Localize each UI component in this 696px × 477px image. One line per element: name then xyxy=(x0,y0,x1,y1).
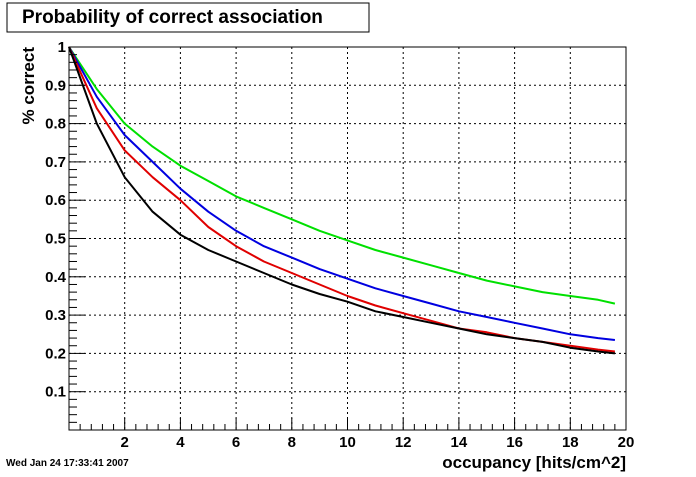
x-axis-title: occupancy [hits/cm^2] xyxy=(442,453,626,472)
y-tick-label: 0.2 xyxy=(45,345,66,362)
x-tick-label: 6 xyxy=(232,434,240,451)
y-tick-labels: 0.1 0.2 0.3 0.4 0.5 0.6 0.7 0.8 0.9 1 xyxy=(45,39,67,401)
x-tick-label: 16 xyxy=(506,434,523,451)
x-tick-label: 12 xyxy=(395,434,412,451)
x-tick-label: 14 xyxy=(451,434,468,451)
y-axis-title: % correct xyxy=(19,47,38,125)
x-tick-labels: 2 4 6 8 10 12 14 16 18 20 xyxy=(121,434,635,451)
x-tick-label: 8 xyxy=(288,434,296,451)
title-box xyxy=(6,2,370,33)
x-tick-label: 18 xyxy=(562,434,579,451)
y-tick-label: 0.6 xyxy=(45,192,66,209)
y-tick-label: 0.7 xyxy=(45,154,66,171)
y-tick-label: 0.4 xyxy=(45,269,67,286)
y-tick-label: 1 xyxy=(58,39,66,56)
y-tick-label: 0.3 xyxy=(45,307,66,324)
series-line xyxy=(68,46,616,355)
chart-title: Probability of correct association xyxy=(22,7,323,28)
x-tick-label: 4 xyxy=(176,434,185,451)
y-tick-label: 0.8 xyxy=(45,116,66,133)
x-tick-label: 20 xyxy=(618,434,635,451)
y-tick-label: 0.1 xyxy=(45,384,66,401)
series-line xyxy=(68,46,616,305)
x-tick-label: 2 xyxy=(121,434,129,451)
series-group xyxy=(68,46,616,355)
y-tick-label: 0.5 xyxy=(45,231,66,248)
x-tick-label: 10 xyxy=(339,434,356,451)
ticks xyxy=(69,46,627,430)
grid xyxy=(69,47,626,430)
series-line xyxy=(68,46,616,341)
y-tick-label: 0.9 xyxy=(45,77,66,94)
timestamp: Wed Jan 24 17:33:41 2007 xyxy=(6,458,129,469)
